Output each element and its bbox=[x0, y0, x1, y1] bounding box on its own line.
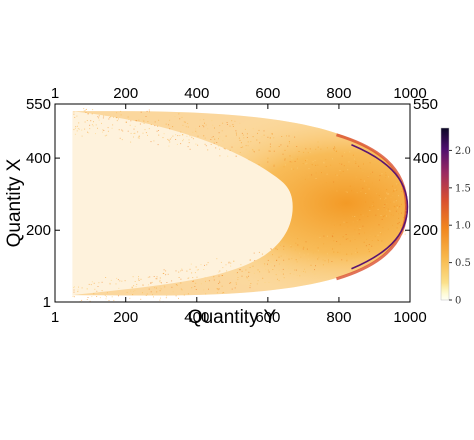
x-tick-label-top: 800 bbox=[326, 85, 351, 102]
y-tick-label-left: 200 bbox=[26, 222, 51, 239]
colorbar-tick-label: 1.0 bbox=[455, 221, 471, 232]
x-tick-label-top: 1000 bbox=[393, 85, 426, 102]
x-tick-label-top: 1 bbox=[51, 85, 59, 102]
x-tick-label-bottom: 800 bbox=[326, 309, 351, 326]
x-axis-label: Quantity Y bbox=[188, 307, 277, 328]
y-tick-label-right: 200 bbox=[413, 222, 438, 239]
x-tick-label-bottom: 400 bbox=[184, 309, 209, 326]
x-tick-label-top: 400 bbox=[184, 85, 209, 102]
plot-frame bbox=[54, 103, 411, 303]
colorbar-ticks: 0 0.5 1.0 1.5 2.0 bbox=[449, 146, 471, 307]
axis-ticks bbox=[54, 103, 411, 303]
colorbar-tick-label: 2.0 bbox=[455, 146, 471, 157]
y-tick-label-right: 400 bbox=[413, 150, 438, 167]
x-tick-label-top: 200 bbox=[113, 85, 138, 102]
axis-tick-labels: 1120020040040060060080080010001000120040… bbox=[26, 85, 438, 326]
y-tick-label-left: 400 bbox=[26, 150, 51, 167]
colorbar-tick-label: 1.5 bbox=[455, 183, 471, 194]
y-tick-label-left: 550 bbox=[26, 96, 51, 113]
x-tick-label-bottom: 1000 bbox=[393, 309, 426, 326]
x-tick-label-bottom: 1 bbox=[51, 309, 59, 326]
colorbar-tick-label: 0.5 bbox=[455, 258, 471, 269]
y-axis-label: Quantity X bbox=[4, 158, 25, 247]
density-region bbox=[72, 111, 409, 296]
dense-core bbox=[72, 111, 407, 296]
y-tick-label-left: 1 bbox=[43, 294, 51, 311]
edge-peak bbox=[351, 144, 409, 270]
edge-ridge bbox=[336, 133, 408, 281]
colorbar bbox=[440, 127, 450, 301]
x-tick-label-bottom: 200 bbox=[113, 309, 138, 326]
density-speckle bbox=[72, 108, 407, 302]
y-tick-label-right: 550 bbox=[413, 96, 438, 113]
colorbar-tick-label: 0 bbox=[455, 296, 461, 307]
x-tick-label-bottom: 600 bbox=[255, 309, 280, 326]
x-tick-label-top: 600 bbox=[255, 85, 280, 102]
